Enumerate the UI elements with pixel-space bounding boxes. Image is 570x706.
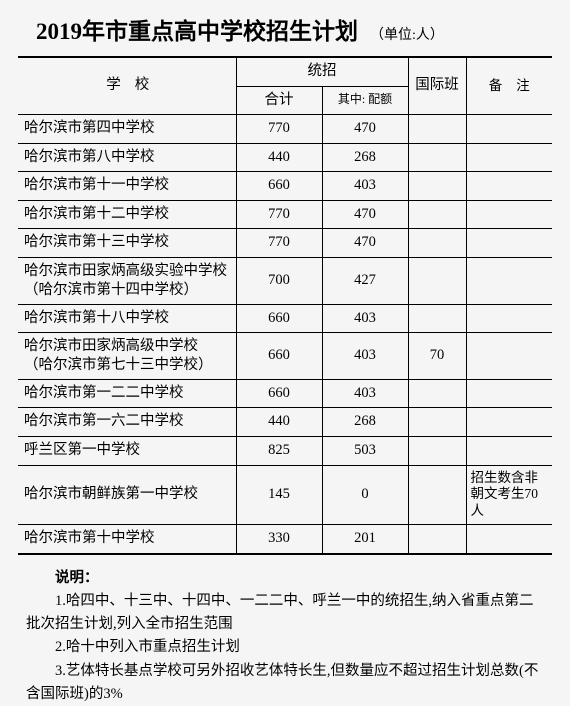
- cell-school: 哈尔滨市第八中学校: [18, 143, 236, 172]
- table-row: 哈尔滨市第十二中学校770470: [18, 200, 552, 229]
- cell-total: 770: [236, 229, 322, 258]
- cell-school: 哈尔滨市第一二二中学校: [18, 379, 236, 408]
- cell-total: 770: [236, 115, 322, 144]
- table-row: 哈尔滨市朝鲜族第一中学校1450 招生数含非朝文考生70人: [18, 465, 552, 525]
- cell-school: 哈尔滨市田家炳高级中学校（哈尔滨市第七十三中学校）: [18, 333, 236, 380]
- table-row: 哈尔滨市田家炳高级实验中学校（哈尔滨市第十四中学校）700427: [18, 257, 552, 304]
- page-title-unit: （单位:人）: [370, 28, 444, 43]
- notes-section: 说明： 1.哈四中、十三中、十四中、一二二中、呼兰一中的统招生,纳入省重点第二批…: [18, 567, 552, 706]
- cell-school: 哈尔滨市第十八中学校: [18, 304, 236, 333]
- table-row: 哈尔滨市第一六二中学校440268: [18, 408, 552, 437]
- cell-quota: 0: [322, 465, 408, 525]
- cell-note: [466, 333, 552, 380]
- cell-quota: 268: [322, 408, 408, 437]
- cell-total: 660: [236, 172, 322, 201]
- cell-total: 440: [236, 408, 322, 437]
- notes-title: 说明：: [26, 567, 544, 590]
- table-row: 呼兰区第一中学校825503: [18, 437, 552, 466]
- cell-note: [466, 257, 552, 304]
- cell-note: [466, 408, 552, 437]
- cell-intl: [408, 465, 466, 525]
- cell-quota: 427: [322, 257, 408, 304]
- th-tongzhao-group: 统招: [236, 57, 408, 86]
- table-row: 哈尔滨市第四中学校770470: [18, 115, 552, 144]
- cell-total: 660: [236, 379, 322, 408]
- cell-intl: [408, 525, 466, 554]
- cell-total: 440: [236, 143, 322, 172]
- cell-intl: 70: [408, 333, 466, 380]
- cell-note: [466, 304, 552, 333]
- cell-note: [466, 143, 552, 172]
- cell-quota: 403: [322, 333, 408, 380]
- cell-intl: [408, 257, 466, 304]
- th-school: 学校: [18, 57, 236, 115]
- cell-school: 呼兰区第一中学校: [18, 437, 236, 466]
- page-title-row: 2019年市重点高中学校招生计划 （单位:人）: [18, 12, 552, 46]
- table-body: 哈尔滨市第四中学校770470哈尔滨市第八中学校440268哈尔滨市第十一中学校…: [18, 115, 552, 554]
- cell-note: [466, 229, 552, 258]
- note-line: 3.艺体特长基点学校可另外招收艺体特长生,但数量应不超过招生计划总数(不含国际班…: [26, 660, 544, 706]
- cell-intl: [408, 304, 466, 333]
- cell-quota: 470: [322, 229, 408, 258]
- cell-intl: [408, 200, 466, 229]
- cell-total: 145: [236, 465, 322, 525]
- cell-total: 660: [236, 333, 322, 380]
- cell-quota: 503: [322, 437, 408, 466]
- table-row: 哈尔滨市第十八中学校660403: [18, 304, 552, 333]
- cell-intl: [408, 172, 466, 201]
- cell-intl: [408, 143, 466, 172]
- cell-quota: 470: [322, 115, 408, 144]
- cell-total: 770: [236, 200, 322, 229]
- cell-intl: [408, 408, 466, 437]
- table-row: 哈尔滨市田家炳高级中学校（哈尔滨市第七十三中学校）66040370: [18, 333, 552, 380]
- table-row: 哈尔滨市第十中学校330201: [18, 525, 552, 554]
- cell-note: [466, 172, 552, 201]
- cell-total: 825: [236, 437, 322, 466]
- cell-intl: [408, 229, 466, 258]
- cell-note: [466, 437, 552, 466]
- th-tz-total: 合计: [236, 86, 322, 115]
- cell-quota: 403: [322, 379, 408, 408]
- note-line: 1.哈四中、十三中、十四中、一二二中、呼兰一中的统招生,纳入省重点第二批次招生计…: [26, 590, 544, 636]
- cell-note: 招生数含非朝文考生70人: [466, 465, 552, 525]
- cell-intl: [408, 437, 466, 466]
- cell-intl: [408, 379, 466, 408]
- cell-school: 哈尔滨市朝鲜族第一中学校: [18, 465, 236, 525]
- cell-note: [466, 379, 552, 408]
- page-title: 2019年市重点高中学校招生计划: [36, 19, 358, 44]
- cell-school: 哈尔滨市第十三中学校: [18, 229, 236, 258]
- th-note: 备注: [466, 57, 552, 115]
- cell-total: 330: [236, 525, 322, 554]
- cell-total: 660: [236, 304, 322, 333]
- cell-school: 哈尔滨市第十二中学校: [18, 200, 236, 229]
- cell-school: 哈尔滨市田家炳高级实验中学校（哈尔滨市第十四中学校）: [18, 257, 236, 304]
- enrollment-table: 学校 统招 国际班 备注 合计 其中: 配额 哈尔滨市第四中学校770470哈尔…: [18, 56, 552, 555]
- note-line: 2.哈十中列入市重点招生计划: [26, 636, 544, 659]
- cell-note: [466, 525, 552, 554]
- cell-school: 哈尔滨市第十一中学校: [18, 172, 236, 201]
- th-intl: 国际班: [408, 57, 466, 115]
- cell-school: 哈尔滨市第四中学校: [18, 115, 236, 144]
- cell-quota: 470: [322, 200, 408, 229]
- table-row: 哈尔滨市第十一中学校660403: [18, 172, 552, 201]
- cell-intl: [408, 115, 466, 144]
- cell-total: 700: [236, 257, 322, 304]
- th-tz-quota: 其中: 配额: [322, 86, 408, 115]
- cell-quota: 403: [322, 172, 408, 201]
- table-row: 哈尔滨市第十三中学校770470: [18, 229, 552, 258]
- cell-note: [466, 115, 552, 144]
- cell-quota: 201: [322, 525, 408, 554]
- table-row: 哈尔滨市第八中学校440268: [18, 143, 552, 172]
- cell-school: 哈尔滨市第十中学校: [18, 525, 236, 554]
- table-row: 哈尔滨市第一二二中学校660403: [18, 379, 552, 408]
- cell-quota: 268: [322, 143, 408, 172]
- cell-school: 哈尔滨市第一六二中学校: [18, 408, 236, 437]
- cell-quota: 403: [322, 304, 408, 333]
- cell-note: [466, 200, 552, 229]
